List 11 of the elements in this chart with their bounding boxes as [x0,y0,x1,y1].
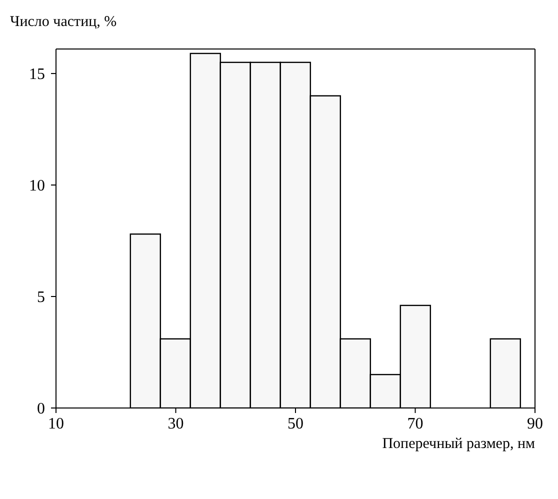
y-tick-label: 0 [37,400,45,418]
x-axis-title: Поперечный размер, нм [382,436,536,452]
x-tick-label: 30 [168,415,184,432]
y-axis-title: Число частиц, % [10,14,117,31]
x-tick-label: 70 [407,415,424,432]
x-tick-label: 10 [48,415,64,432]
y-tick-label: 10 [29,178,45,195]
x-tick-label: 50 [288,415,304,432]
x-tick-label: 90 [527,415,543,432]
y-tick-label: 5 [37,289,45,306]
y-tick-label: 15 [29,66,45,84]
